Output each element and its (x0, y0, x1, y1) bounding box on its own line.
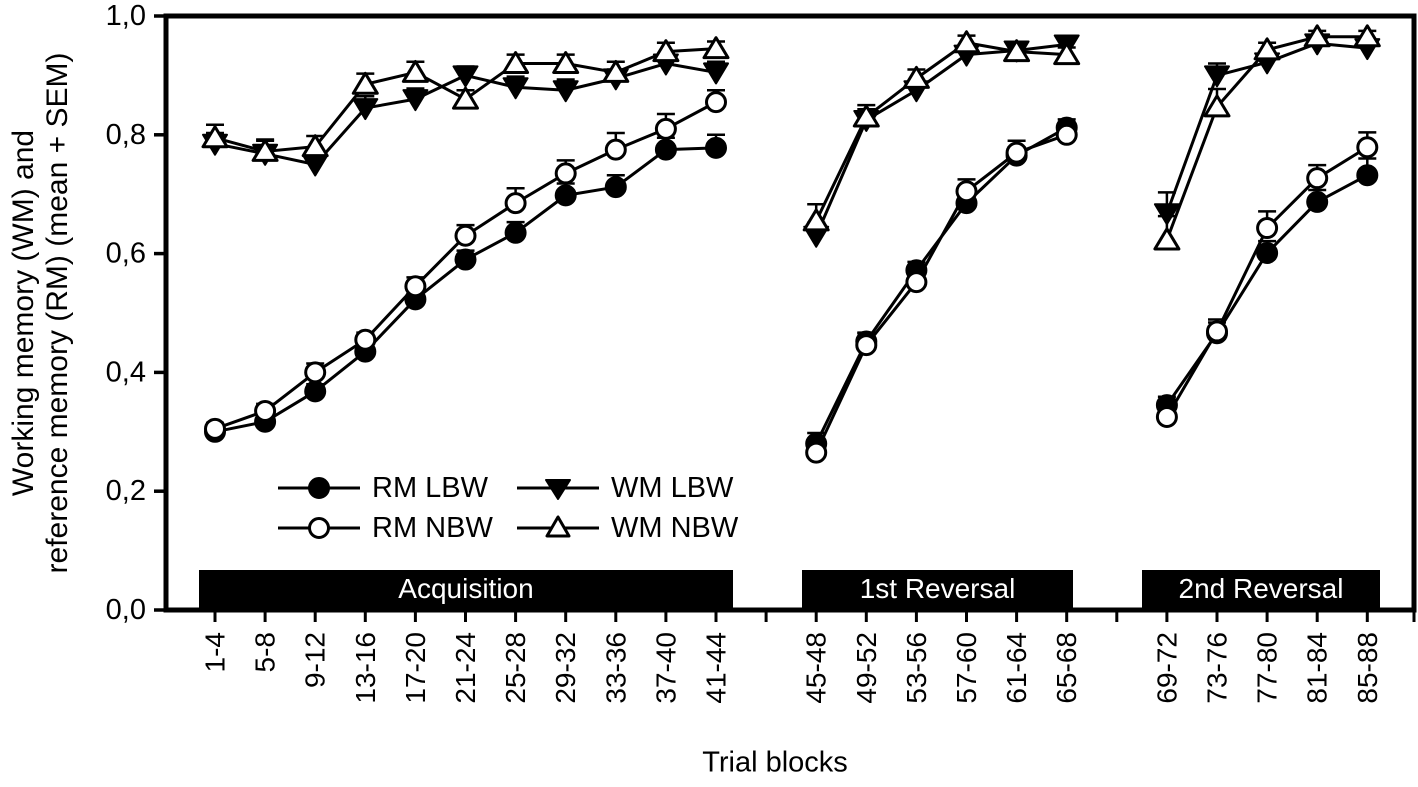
x-tick-label: 73-76 (1202, 632, 1233, 704)
series-rm-nbw (206, 89, 1377, 454)
y-tick-label: 0,6 (106, 238, 146, 270)
legend-label: WM NBW (611, 511, 739, 544)
y-tick-label: 0,4 (106, 356, 146, 388)
x-axis: 1-4 5-8 9-12 13-16 17-20 21-24 25-28 29-32 33-36… (200, 610, 1416, 704)
legend-item-rm-lbw: RM LBW (278, 471, 488, 504)
phase-bar-1st-reversal: 1st Reversal (802, 570, 1073, 608)
filled-circle-icon (278, 477, 360, 499)
y-axis: 0,0 0,2 0,4 0,6 0,8 1,0 (106, 0, 166, 626)
x-tick-label: 17-20 (400, 632, 431, 704)
x-tick-label: 77-80 (1252, 632, 1283, 704)
phase-bar-2nd-reversal: 2nd Reversal (1142, 570, 1380, 608)
y-axis-label-line2: reference memory (RM) (mean + SEM) (41, 52, 74, 574)
x-tick-label: 29-32 (550, 632, 581, 704)
x-tick-label: 9-12 (300, 632, 331, 688)
legend-label: WM LBW (611, 471, 734, 504)
x-tick-label: 53-56 (901, 632, 932, 704)
x-tick-label: 49-52 (851, 632, 882, 704)
x-tick-label: 1-4 (200, 632, 231, 672)
x-tick-label: 85-88 (1352, 632, 1383, 704)
x-tick-label: 61-64 (1001, 632, 1032, 704)
x-tick-label: 57-60 (951, 632, 982, 704)
x-tick-label: 45-48 (801, 632, 832, 704)
series-wm-lbw (206, 36, 1377, 237)
legend-item-wm-lbw: WM LBW (517, 471, 734, 504)
y-tick-label: 0,8 (106, 119, 146, 151)
y-tick-label: 0,2 (106, 475, 146, 507)
legend-item-wm-nbw: WM NBW (517, 511, 739, 544)
x-tick-label: 37-40 (650, 632, 681, 704)
y-axis-label-line1: Working memory (WM) and (7, 129, 40, 497)
x-tick-label: 41-44 (701, 632, 732, 704)
plot-frame (163, 13, 1417, 613)
filled-triangle-down-icon (517, 479, 599, 500)
markers-rm-nbw (204, 91, 1379, 464)
markers-wm-nbw (201, 24, 1381, 251)
x-tick-label: 33-36 (600, 632, 631, 704)
x-tick-label: 21-24 (450, 632, 481, 704)
x-tick-label: 13-16 (350, 632, 381, 704)
x-axis-label: Trial blocks (702, 746, 848, 779)
x-tick-label: 25-28 (500, 632, 531, 704)
y-tick-label: 1,0 (106, 0, 146, 32)
series-wm-nbw (206, 29, 1377, 241)
y-tick-label: 0,0 (106, 594, 146, 626)
x-tick-label: 81-84 (1302, 632, 1333, 704)
legend-label: RM NBW (372, 511, 493, 544)
series-rm-lbw (206, 118, 1377, 445)
phase-bar-acquisition: Acquisition (199, 570, 733, 608)
legend-label: RM LBW (372, 471, 488, 504)
x-tick-label: 69-72 (1151, 632, 1182, 704)
markers-rm-lbw (204, 116, 1379, 455)
x-tick-label: 5-8 (250, 632, 281, 672)
legend-item-rm-nbw: RM NBW (278, 511, 493, 544)
open-triangle-up-icon (517, 515, 599, 538)
x-tick-label: 65-68 (1051, 632, 1082, 704)
open-circle-icon (278, 517, 360, 539)
